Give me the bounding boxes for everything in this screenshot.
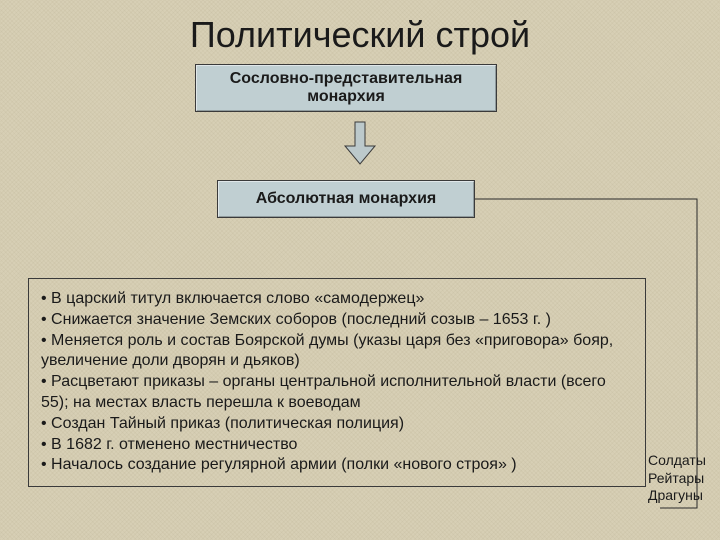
side-label-line: Драгуны — [648, 487, 706, 505]
box-absolute-monarchy: Абсолютная монархия — [217, 180, 475, 218]
bullet-item: • Началось создание регулярной армии (по… — [41, 455, 633, 476]
bullet-item: • Снижается значение Земских соборов (по… — [41, 310, 633, 331]
side-label-line: Рейтары — [648, 470, 706, 488]
side-label-line: Солдаты — [648, 452, 706, 470]
slide-title: Политический строй — [0, 14, 720, 56]
side-label-army-types: Солдаты Рейтары Драгуны — [648, 452, 706, 505]
box-absolute-monarchy-text: Абсолютная монархия — [256, 190, 437, 208]
slide-content: Политический строй Сословно-представител… — [0, 0, 720, 540]
bullet-item: • Создан Тайный приказ (политическая пол… — [41, 414, 633, 435]
bullet-item: • В царский титул включается слово «само… — [41, 289, 633, 310]
bullet-item: • Расцветают приказы – органы центрально… — [41, 372, 633, 414]
bullets-container: • В царский титул включается слово «само… — [28, 278, 646, 487]
box-estate-monarchy-text: Сословно-представительная монархия — [206, 70, 486, 106]
bullet-item: • Меняется роль и состав Боярской думы (… — [41, 331, 633, 373]
down-arrow-icon — [342, 120, 378, 166]
box-estate-monarchy: Сословно-представительная монархия — [195, 64, 497, 112]
bullet-item: • В 1682 г. отменено местничество — [41, 435, 633, 456]
